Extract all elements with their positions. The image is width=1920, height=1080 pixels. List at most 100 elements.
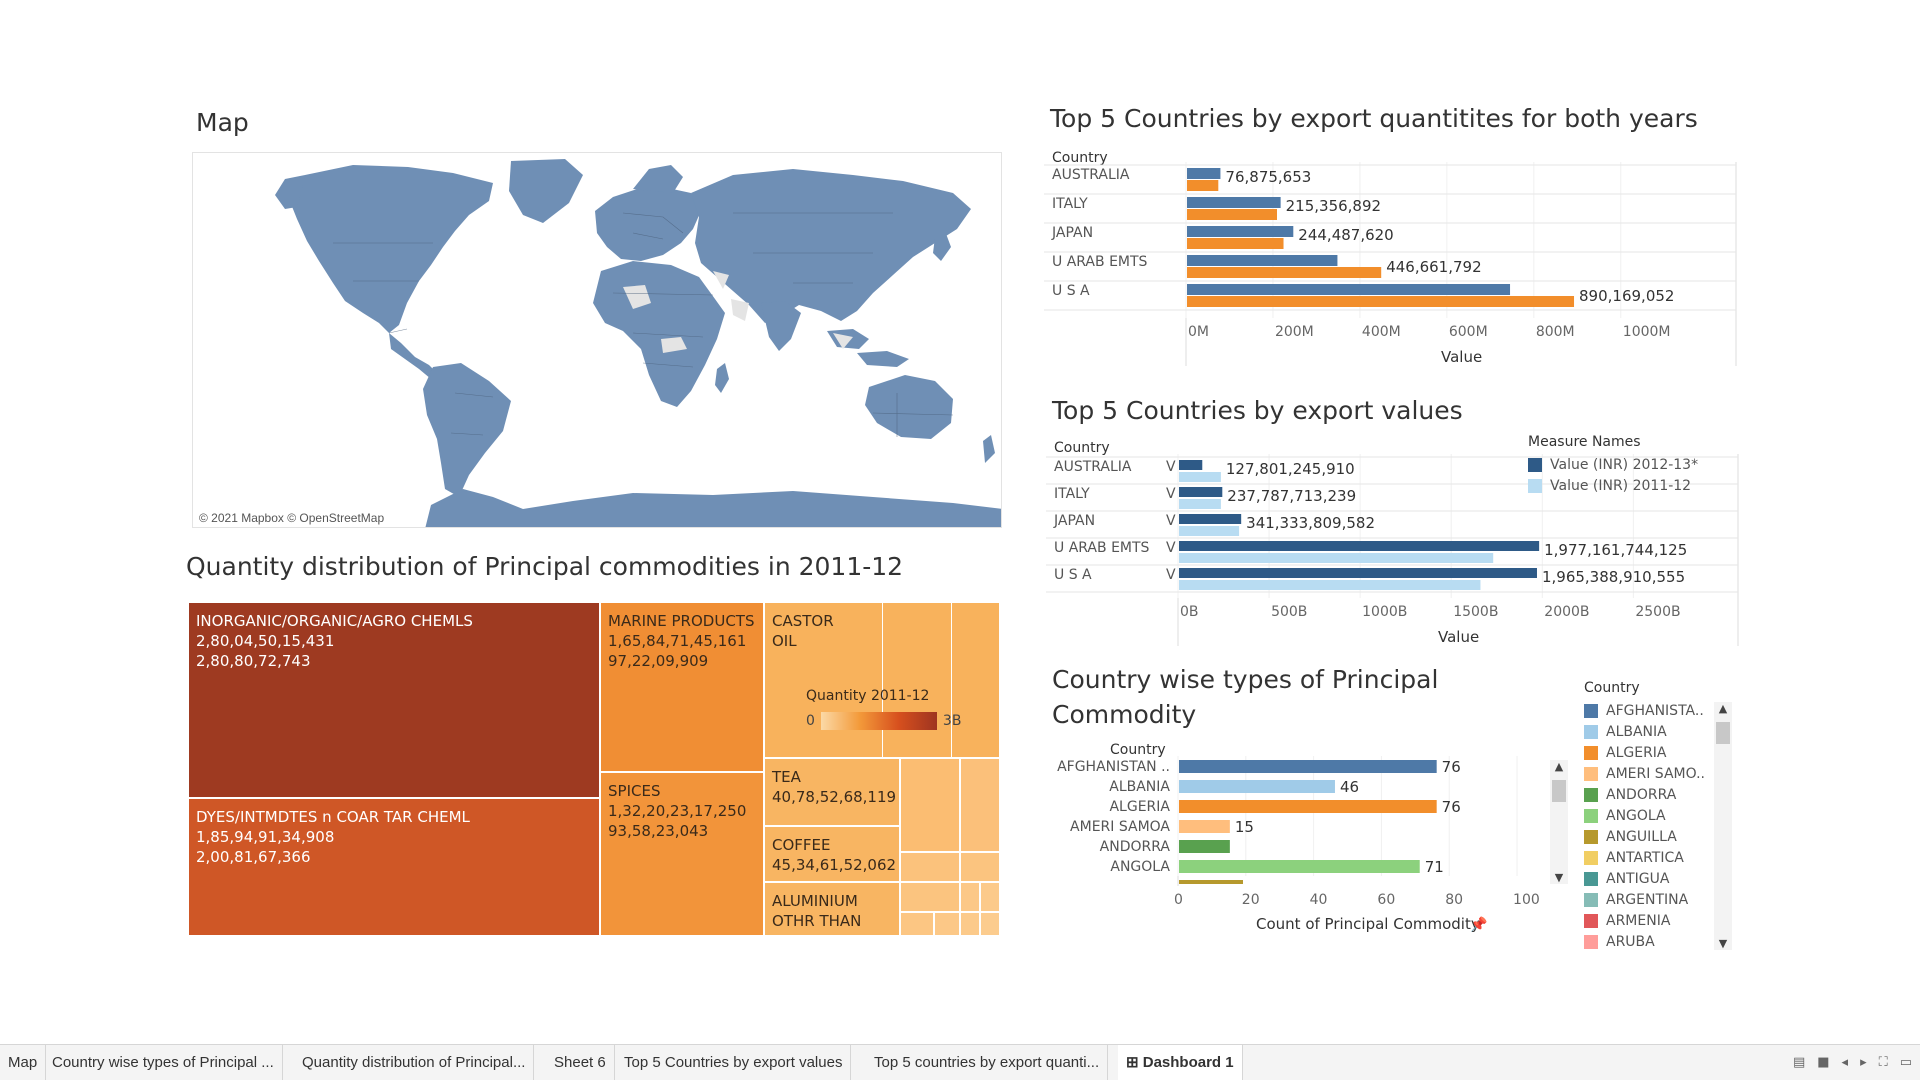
treemap-cell-small[interactable] — [960, 852, 1000, 882]
scroll-down-icon[interactable]: ▼ — [1718, 937, 1728, 950]
legend-max: 3B — [942, 713, 962, 729]
bar — [1187, 226, 1294, 237]
treemap-cell-label: ALUMINIUM OTHR THAN — [772, 892, 862, 930]
legend-item[interactable]: ANDORRA — [1584, 784, 1705, 805]
treemap-cell-small[interactable] — [980, 912, 1000, 936]
tab-quantity-distribution[interactable]: Quantity distribution of Principal... — [294, 1045, 535, 1080]
legend-swatch — [1584, 724, 1598, 739]
legend-title: Measure Names — [1528, 434, 1641, 450]
x-tick-label: 1000B — [1362, 604, 1407, 620]
legend-item[interactable]: ALBANIA — [1584, 721, 1705, 742]
row-header: Country — [1110, 742, 1166, 758]
x-tick-label: 2000B — [1544, 604, 1589, 620]
treemap-title: Quantity distribution of Principal commo… — [186, 552, 904, 581]
treemap-cell-small[interactable] — [900, 912, 934, 936]
treemap-cell-small[interactable] — [900, 882, 960, 912]
scroll-thumb[interactable] — [1716, 722, 1730, 744]
legend-item[interactable]: Value (INR) 2012-13* — [1528, 454, 1698, 475]
category-label: JAPAN — [1053, 513, 1095, 529]
treemap-cell-label: MARINE PRODUCTS 1,65,84,71,45,161 97,22,09… — [608, 612, 755, 670]
treemap-cell-small[interactable] — [960, 882, 980, 912]
legend-item[interactable]: ANTIGUA — [1584, 868, 1705, 889]
treemap-cell[interactable]: MARINE PRODUCTS 1,65,84,71,45,161 97,22,09… — [600, 602, 764, 772]
bar — [1187, 238, 1284, 249]
data-label: 244,487,620 — [1298, 226, 1393, 244]
x-tick-label: 40 — [1310, 892, 1328, 908]
present-icon[interactable]: ▭ — [1899, 1055, 1912, 1070]
bar — [1187, 296, 1575, 307]
bar — [1179, 487, 1223, 497]
filmstrip-icon[interactable]: ▤ — [1792, 1055, 1806, 1070]
prev-sheet-icon[interactable]: ◂ — [1841, 1055, 1849, 1070]
tab-dashboard1[interactable]: ⊞ Dashboard 1 — [1118, 1045, 1243, 1080]
category-label: JAPAN — [1051, 225, 1093, 241]
legend-swatch — [1584, 913, 1598, 928]
x-tick-label: 0 — [1174, 892, 1183, 908]
land-shapes — [275, 159, 1001, 527]
category-label: AUSTRALIA — [1052, 167, 1130, 183]
legend-swatch — [1584, 703, 1598, 718]
treemap-cell-small[interactable] — [900, 758, 960, 852]
bar — [1179, 780, 1335, 793]
legend-item[interactable]: ANTARTICA — [1584, 847, 1705, 868]
legend-swatch — [1584, 871, 1598, 886]
map-canvas[interactable] — [193, 153, 1002, 528]
data-label: 15 — [1235, 818, 1254, 836]
treemap-cell[interactable]: TEA 40,78,52,68,119 — [764, 758, 900, 826]
x-tick-label: 2500B — [1635, 604, 1680, 620]
legend-item[interactable]: Value (INR) 2011-12 — [1528, 475, 1698, 496]
data-label: 46 — [1340, 778, 1359, 796]
tab-country-wise[interactable]: Country wise types of Principal ... — [44, 1045, 283, 1080]
treemap-cell-small[interactable] — [882, 602, 952, 758]
country-legend-scrollbar[interactable]: ▲ ▼ — [1714, 702, 1732, 950]
treemap-cell-small[interactable] — [934, 912, 960, 936]
legend-item[interactable]: ARUBA — [1584, 931, 1705, 952]
legend-swatch — [1584, 766, 1598, 781]
treemap-cell-small[interactable] — [900, 852, 960, 882]
tab-top5-values[interactable]: Top 5 Countries by export values — [616, 1045, 852, 1080]
treemap-cell[interactable]: INORGANIC/ORGANIC/AGRO CHEMLS 2,80,04,50,… — [188, 602, 600, 798]
bar — [1187, 267, 1382, 278]
x-tick-label: 100 — [1513, 892, 1540, 908]
legend-item[interactable]: ARMENIA — [1584, 910, 1705, 931]
scroll-down-icon[interactable]: ▼ — [1554, 871, 1564, 884]
bar — [1187, 255, 1338, 266]
legend-swatch — [1528, 457, 1542, 472]
fullscreen-icon[interactable]: ⛶ — [1878, 1055, 1888, 1070]
next-sheet-icon[interactable]: ▸ — [1860, 1055, 1867, 1070]
legend-item[interactable]: ANGOLA — [1584, 805, 1705, 826]
legend-item[interactable]: ALGERIA — [1584, 742, 1705, 763]
data-label: 1,977,161,744,125 — [1544, 541, 1687, 559]
data-label: 76 — [1442, 758, 1461, 776]
treemap-cell-small[interactable] — [960, 912, 980, 936]
legend-label: ANDORRA — [1606, 786, 1677, 803]
row-header: Country — [1052, 150, 1108, 166]
legend-label: ARUBA — [1606, 933, 1655, 950]
x-tick-label: 500B — [1271, 604, 1307, 620]
legend-item[interactable]: ARGENTINA — [1584, 889, 1705, 910]
tab-top5-quantities[interactable]: Top 5 countries by export quanti... — [866, 1045, 1109, 1080]
legend-item[interactable]: AFGHANISTA.. — [1584, 700, 1705, 721]
legend-item[interactable]: ANGUILLA — [1584, 826, 1705, 847]
quantities-svg: Country 0M 200M 400M 600M 800M 1000M Value AUSTR… — [1044, 150, 1737, 366]
treemap-cell[interactable]: DYES/INTMDTES n COAR TAR CHEML 1,85,94,91… — [188, 798, 600, 936]
map-attribution[interactable]: © 2021 Mapbox © OpenStreetMap — [199, 511, 385, 525]
scroll-thumb[interactable] — [1552, 780, 1566, 802]
row-marker: V — [1166, 540, 1176, 556]
treemap-cell[interactable]: SPICES 1,32,20,23,17,250 93,58,23,043 — [600, 772, 764, 936]
world-map[interactable]: © 2021 Mapbox © OpenStreetMap — [192, 152, 1002, 528]
treemap-cell[interactable]: COFFEE 45,34,61,52,062 — [764, 826, 900, 882]
tab-sheet6[interactable]: Sheet 6 — [546, 1045, 615, 1080]
legend-item[interactable]: AMERI SAMO.. — [1584, 763, 1705, 784]
commodity-bar-chart: Country 0 20 40 60 80 100 Count of Principal Co… — [1046, 738, 1568, 948]
treemap-cell[interactable]: ALUMINIUM OTHR THAN — [764, 882, 900, 936]
scroll-up-icon[interactable]: ▲ — [1718, 702, 1728, 715]
legend-label: ARGENTINA — [1606, 891, 1689, 908]
tab-map[interactable]: Map — [0, 1045, 47, 1080]
tabs-view-icon[interactable]: ■ — [1817, 1055, 1830, 1070]
bar — [1179, 800, 1437, 813]
commodity-chart-scrollbar[interactable]: ▲ ▼ — [1550, 760, 1568, 884]
treemap-cell-small[interactable] — [960, 758, 1000, 852]
treemap-cell-small[interactable] — [980, 882, 1000, 912]
scroll-up-icon[interactable]: ▲ — [1554, 760, 1564, 773]
